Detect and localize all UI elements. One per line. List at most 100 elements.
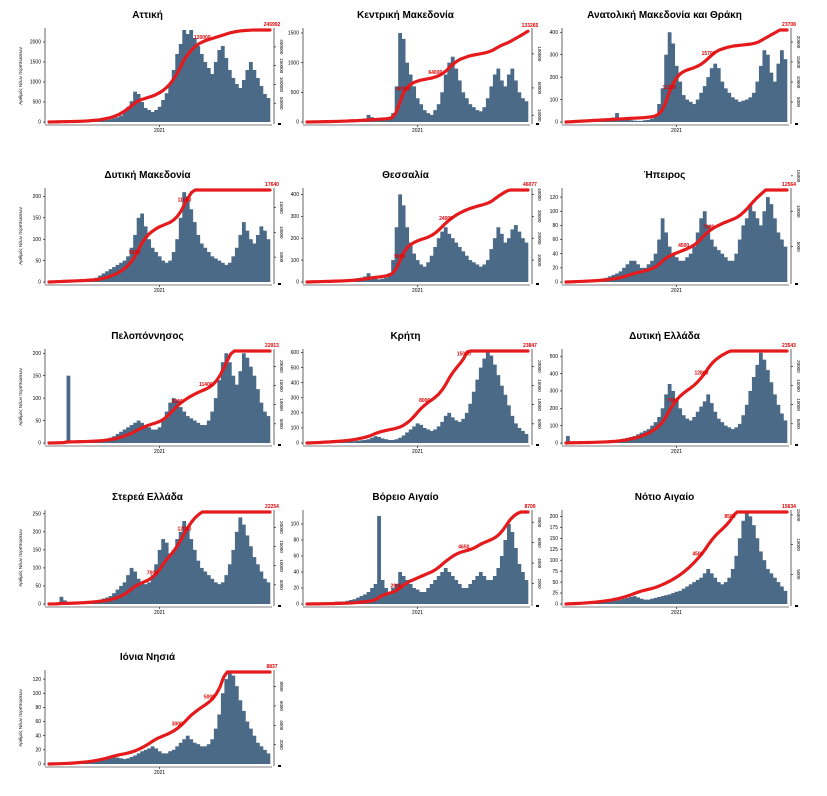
y-tick-label: 1500 xyxy=(288,31,299,37)
bar xyxy=(252,376,256,443)
bar xyxy=(245,535,249,604)
bar-series xyxy=(307,353,528,443)
bar xyxy=(668,247,672,282)
bar xyxy=(780,413,784,443)
bar xyxy=(440,422,444,443)
bar xyxy=(766,197,770,282)
bar xyxy=(235,532,239,604)
bar xyxy=(643,600,647,604)
bar xyxy=(461,251,465,282)
cumulative-label: 40000 xyxy=(396,86,410,92)
bar xyxy=(119,116,123,122)
bar xyxy=(147,582,151,604)
bar xyxy=(437,576,441,604)
bar xyxy=(423,267,427,282)
bar xyxy=(172,550,176,604)
bar xyxy=(249,62,253,122)
y-tick-label: 150 xyxy=(33,548,42,554)
bar xyxy=(231,256,235,282)
y2-zero-mark xyxy=(795,123,798,125)
bar xyxy=(650,599,654,604)
cumulative-label: 8500 xyxy=(724,514,735,520)
bar xyxy=(780,50,784,122)
bar xyxy=(252,557,256,604)
y-tick-label: 80 xyxy=(552,223,558,229)
chart-title: Ήπειρος xyxy=(644,170,686,181)
bar xyxy=(207,421,211,443)
chart-svg: Θεσσαλία01002003004002021100002000030000… xyxy=(258,164,558,314)
bar xyxy=(266,753,270,764)
x-tick-label: 2021 xyxy=(154,128,165,134)
bar xyxy=(179,218,183,282)
bar xyxy=(175,239,179,282)
bar xyxy=(461,588,465,604)
x-tick-label: 2021 xyxy=(671,288,682,294)
bar xyxy=(682,95,686,122)
bar xyxy=(493,238,497,282)
bar xyxy=(200,568,204,604)
bar xyxy=(444,568,448,604)
bar xyxy=(668,594,672,604)
bar xyxy=(633,261,637,282)
bar xyxy=(168,261,172,282)
chart-title: Νότιο Αιγαίο xyxy=(635,492,694,503)
bar xyxy=(207,744,211,764)
bar xyxy=(745,405,749,443)
y2-tick-label: 15000 xyxy=(796,56,801,69)
x-tick-label: 2021 xyxy=(412,288,423,294)
bar xyxy=(783,59,787,122)
bar xyxy=(745,512,749,604)
bar xyxy=(675,257,679,282)
bar xyxy=(762,50,766,122)
bar xyxy=(741,521,745,604)
bar xyxy=(228,70,232,122)
y-tick-label: 200 xyxy=(291,236,300,242)
y-tick-label: 150 xyxy=(33,373,42,379)
bar xyxy=(409,75,413,122)
bar xyxy=(727,578,731,604)
bar xyxy=(196,561,200,604)
bar xyxy=(510,416,514,443)
bar xyxy=(468,584,472,604)
bar xyxy=(151,746,155,764)
bar xyxy=(409,243,413,282)
bar xyxy=(454,420,458,443)
bar xyxy=(692,247,696,282)
bar xyxy=(752,525,756,604)
bar xyxy=(482,264,486,282)
bar xyxy=(780,586,784,604)
bar xyxy=(67,376,71,443)
bar xyxy=(193,421,197,443)
bar xyxy=(123,759,127,764)
bar xyxy=(189,418,193,443)
bar xyxy=(741,225,745,282)
bar xyxy=(629,120,633,122)
bar xyxy=(214,582,218,604)
bar xyxy=(161,100,165,122)
bar xyxy=(496,69,500,122)
bar xyxy=(165,753,169,764)
bar xyxy=(615,600,619,604)
bar xyxy=(221,582,225,604)
y-tick-label: 100 xyxy=(550,97,559,103)
y-tick-label: 100 xyxy=(33,396,42,402)
y-tick-label: 150 xyxy=(33,216,42,222)
bar xyxy=(636,121,640,122)
y-tick-label: 80 xyxy=(35,705,41,711)
y2-zero-mark xyxy=(795,444,798,446)
bar xyxy=(133,756,137,764)
bar xyxy=(126,758,130,764)
y-tick-label: 0 xyxy=(296,120,299,126)
cumulative-label: 12564 xyxy=(782,182,796,188)
cumulative-label: 11000 xyxy=(178,197,192,203)
bar xyxy=(447,63,451,122)
y-tick-label: 0 xyxy=(38,120,41,126)
bar xyxy=(217,261,221,282)
y-tick-label: 75 xyxy=(552,569,558,575)
bar xyxy=(161,539,165,604)
bar-series xyxy=(49,517,270,604)
